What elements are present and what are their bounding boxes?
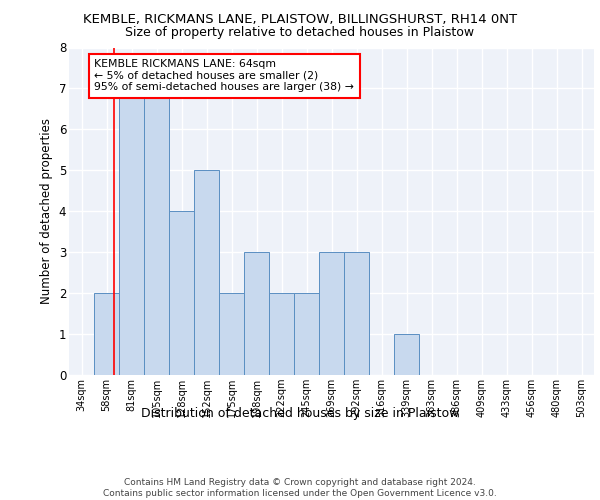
Text: Size of property relative to detached houses in Plaistow: Size of property relative to detached ho… (125, 26, 475, 39)
Text: KEMBLE RICKMANS LANE: 64sqm
← 5% of detached houses are smaller (2)
95% of semi-: KEMBLE RICKMANS LANE: 64sqm ← 5% of deta… (95, 59, 355, 92)
Bar (169, 211, 194, 375)
Bar (194, 170, 219, 375)
Bar (119, 88, 144, 375)
Bar (294, 293, 319, 375)
Bar (244, 252, 269, 375)
Bar (319, 252, 344, 375)
Text: Contains HM Land Registry data © Crown copyright and database right 2024.
Contai: Contains HM Land Registry data © Crown c… (103, 478, 497, 498)
Text: KEMBLE, RICKMANS LANE, PLAISTOW, BILLINGSHURST, RH14 0NT: KEMBLE, RICKMANS LANE, PLAISTOW, BILLING… (83, 12, 517, 26)
Bar (94, 293, 119, 375)
Bar (394, 334, 419, 375)
Bar (344, 252, 369, 375)
Bar (219, 293, 244, 375)
Bar (144, 88, 169, 375)
Text: Distribution of detached houses by size in Plaistow: Distribution of detached houses by size … (141, 408, 459, 420)
Bar (269, 293, 294, 375)
Y-axis label: Number of detached properties: Number of detached properties (40, 118, 53, 304)
